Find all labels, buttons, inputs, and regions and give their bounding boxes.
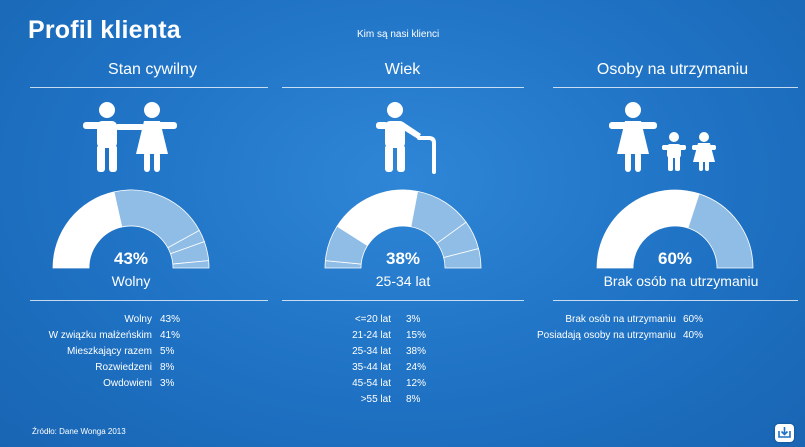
gauge-slice-2 [687,193,754,269]
legend-label: W związku małżeńskim [48,330,152,341]
legend-label: Owdowieni [103,378,152,389]
legend-value: 8% [160,362,175,373]
divider-top-3 [553,87,798,88]
family-icon [609,102,716,172]
gauge-slice-6 [443,248,482,269]
divider-bottom-2 [282,300,524,301]
legend-value: 3% [160,378,175,389]
legend-value: 8% [406,394,421,405]
page-subtitle: Kim są nasi klienci [357,29,440,40]
chart-title-age: Wiek [384,61,421,78]
legend-value: 3% [406,314,421,325]
legend-value: 24% [406,362,427,373]
source-note: Źródło: Dane Wonga 2013 [32,427,126,436]
divider-top-2 [282,87,524,88]
gauge-slice-5 [172,260,210,269]
legend-value: 15% [406,330,427,341]
legend-label: Posiadają osoby na utrzymaniu [537,330,676,341]
legend-value: 40% [683,330,704,341]
legend-label: 35-44 lat [352,362,391,373]
gauge-marital [52,189,210,269]
legend-value: 5% [160,346,175,357]
divider-top-1 [30,87,268,88]
legend-value: 12% [406,378,427,389]
gauge-value-marital: 43% [113,249,149,268]
legend-label: 25-34 lat [352,346,391,357]
elderly-person-icon [376,102,436,174]
gauge-value-age: 38% [385,249,421,268]
couple-icon [83,102,177,172]
legend-label: 45-54 lat [352,378,391,389]
gauge-caption-age: 25-34 lat [375,273,431,289]
gauge-dependents [596,189,754,269]
gauge-slice-1 [596,189,700,269]
legend-value: 43% [160,314,181,325]
legend-value: 60% [683,314,704,325]
page-title: Profil klienta [28,16,181,44]
download-button[interactable] [775,424,794,442]
download-icon [778,427,791,438]
legend-label: Mieszkający razem [66,346,152,357]
legend-label: Wolny [124,314,152,325]
gauge-caption-marital: Wolny [111,273,151,289]
legend-label: Brak osób na utrzymaniu [565,314,676,325]
legend-label: 21-24 lat [352,330,391,341]
gauge-value-dependents: 60% [657,249,693,268]
chart-title-marital: Stan cywilny [108,61,197,78]
gauge-caption-dependents: Brak osób na utrzymaniu [603,273,759,289]
legend-label: >55 lat [360,394,391,405]
legend-value: 38% [406,346,427,357]
gauge-age [324,189,482,269]
legend-label: Rozwiedzeni [95,362,152,373]
chart-title-dependents: Osoby na utrzymaniu [596,61,749,78]
divider-bottom-3 [553,300,798,301]
divider-bottom-1 [30,300,268,301]
legend-label: <=20 lat [354,314,391,325]
legend-value: 41% [160,330,181,341]
